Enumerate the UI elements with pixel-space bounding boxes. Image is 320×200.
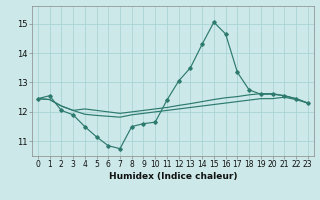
- X-axis label: Humidex (Indice chaleur): Humidex (Indice chaleur): [108, 172, 237, 181]
